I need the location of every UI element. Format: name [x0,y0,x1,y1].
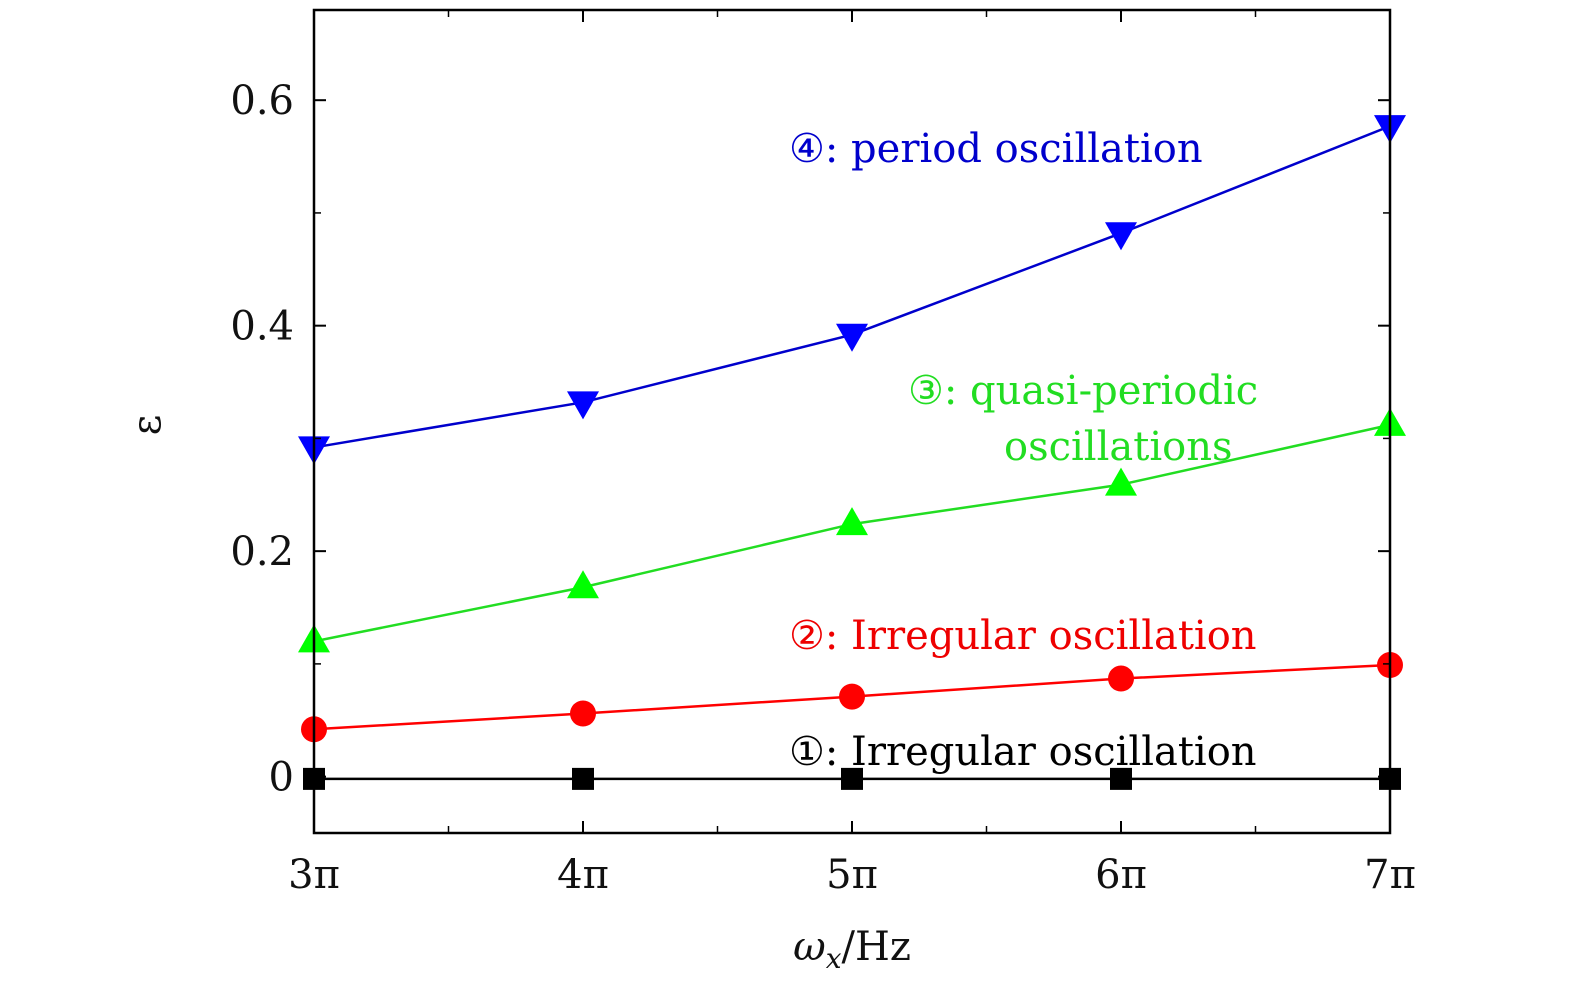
data-point [839,683,865,710]
annotation-layer: ①: Irregular oscillation ②: Irregular osc… [789,126,1258,775]
annotation-4-line-1: ④: period oscillation [789,126,1203,172]
data-point [567,570,599,599]
data-point [1105,222,1137,251]
y-tick-label: 0 [269,755,294,801]
y-tick-label: 0.2 [230,529,294,575]
series-3 [298,407,1406,653]
data-point [567,391,599,420]
annotation-3-line-2: oscillations [1004,424,1232,470]
x-axis-label-main: ω [793,924,826,970]
data-point [836,323,868,352]
series-layer [298,115,1406,790]
data-point [1110,767,1132,790]
x-tick-label: 7π [1364,852,1416,898]
x-axis-label-sub: x [826,942,842,975]
data-point [572,767,594,790]
data-point [836,507,868,536]
tick-layer: 3π 4π 5π 6π 7π 0 0.2 0.4 0.6 [230,10,1416,898]
x-tick-label: 6π [1095,852,1147,898]
series-2 [301,652,1403,743]
y-axis-label: ε [124,415,170,436]
data-point [1108,665,1134,692]
data-point [570,700,596,727]
annotation-1-line-1: ①: Irregular oscillation [789,729,1257,775]
series-4 [298,115,1406,465]
x-axis-label-unit: /Hz [841,924,910,970]
data-point [841,767,863,790]
x-tick-label: 5π [826,852,878,898]
y-tick-label: 0.6 [230,78,294,124]
y-tick-label: 0.4 [230,304,294,350]
data-point [1105,467,1137,496]
annotation-3-line-1: ③: quasi-periodic [908,368,1258,414]
x-tick-label: 3π [288,852,340,898]
annotation-2-line-1: ②: Irregular oscillation [789,613,1257,659]
x-tick-label: 4π [557,852,609,898]
x-axis-label: ωx/Hz [793,924,911,975]
